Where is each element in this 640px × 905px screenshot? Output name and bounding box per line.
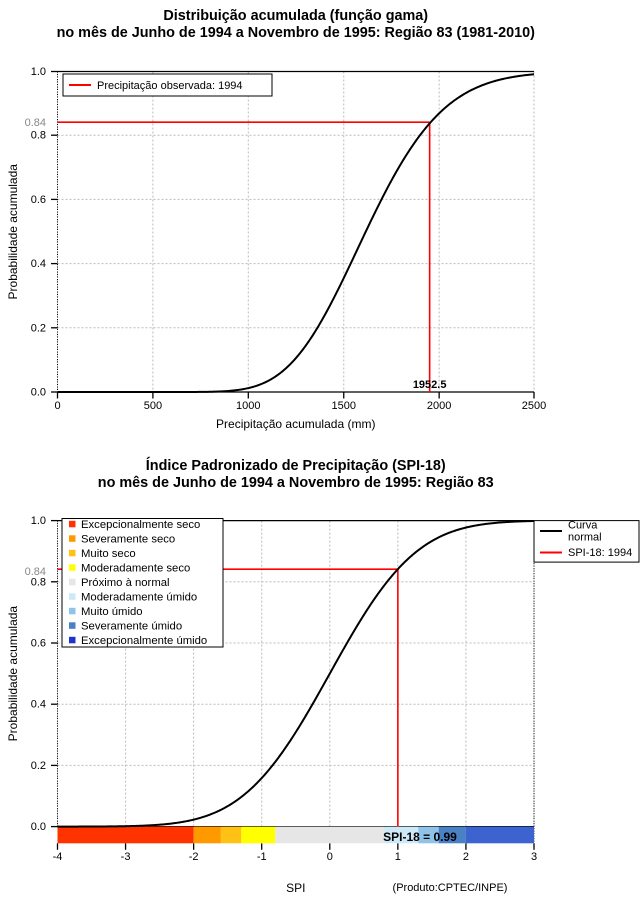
svg-text:0.2: 0.2	[31, 760, 46, 772]
svg-text:3: 3	[531, 851, 537, 863]
svg-text:0.0: 0.0	[31, 387, 46, 399]
svg-text:SPI-18 = 0.99: SPI-18 = 0.99	[383, 830, 457, 844]
svg-text:Excepcionalmente seco: Excepcionalmente seco	[81, 519, 200, 531]
svg-text:(Produto:CPTEC/INPE): (Produto:CPTEC/INPE)	[393, 882, 508, 894]
svg-text:1: 1	[395, 851, 401, 863]
svg-text:2500: 2500	[522, 400, 546, 412]
svg-text:1000: 1000	[236, 400, 260, 412]
svg-text:0.0: 0.0	[31, 821, 46, 833]
svg-text:500: 500	[144, 400, 162, 412]
svg-text:1.0: 1.0	[31, 515, 46, 527]
svg-text:0: 0	[54, 400, 60, 412]
svg-text:no mês de Junho de 1994 a Nove: no mês de Junho de 1994 a Novembro de 19…	[98, 475, 494, 491]
svg-text:no mês de Junho de 1994 a Nove: no mês de Junho de 1994 a Novembro de 19…	[57, 25, 535, 41]
svg-text:Moderadamente seco: Moderadamente seco	[81, 563, 190, 575]
svg-text:0.8: 0.8	[31, 130, 46, 142]
svg-text:Índice Padronizado de Precipit: Índice Padronizado de Precipitação (SPI-…	[146, 457, 446, 474]
svg-text:Próximo à normal: Próximo à normal	[81, 577, 170, 589]
svg-text:-1: -1	[257, 851, 267, 863]
svg-text:SPI-18: 1994: SPI-18: 1994	[568, 547, 632, 559]
svg-text:1952.5: 1952.5	[413, 379, 447, 391]
svg-text:-3: -3	[121, 851, 131, 863]
svg-text:Muito seco: Muito seco	[81, 548, 136, 560]
svg-text:0: 0	[327, 851, 333, 863]
svg-text:Precipitação acumulada (mm): Precipitação acumulada (mm)	[216, 417, 375, 431]
svg-text:0.84: 0.84	[25, 117, 46, 129]
svg-text:-4: -4	[53, 851, 63, 863]
svg-text:Probabilidade acumulada: Probabilidade acumulada	[6, 164, 20, 300]
svg-text:Curva: Curva	[568, 520, 598, 532]
svg-text:-2: -2	[189, 851, 199, 863]
svg-text:SPI: SPI	[286, 881, 305, 895]
svg-text:Severamente úmido: Severamente úmido	[81, 621, 182, 633]
svg-text:normal: normal	[568, 532, 602, 544]
svg-text:2000: 2000	[427, 400, 451, 412]
svg-text:2: 2	[463, 851, 469, 863]
svg-text:Distribuição acumulada (função: Distribuição acumulada (função gama)	[163, 8, 428, 24]
svg-text:0.6: 0.6	[31, 194, 46, 206]
svg-text:1.0: 1.0	[31, 66, 46, 78]
svg-text:Probabilidade acumulada: Probabilidade acumulada	[6, 606, 20, 742]
svg-text:Precipitação observada: 1994: Precipitação observada: 1994	[97, 80, 243, 92]
svg-text:1500: 1500	[332, 400, 356, 412]
svg-text:Excepcionalmente úmido: Excepcionalmente úmido	[81, 635, 207, 647]
svg-text:0.84: 0.84	[25, 566, 46, 578]
svg-text:0.4: 0.4	[31, 699, 46, 711]
svg-text:Moderadamente úmido: Moderadamente úmido	[81, 592, 197, 604]
svg-text:Muito úmido: Muito úmido	[81, 606, 143, 618]
svg-text:0.2: 0.2	[31, 322, 46, 334]
svg-text:0.8: 0.8	[31, 576, 46, 588]
svg-text:0.6: 0.6	[31, 638, 46, 650]
svg-text:Severamente seco: Severamente seco	[81, 534, 175, 546]
svg-text:0.4: 0.4	[31, 258, 46, 270]
